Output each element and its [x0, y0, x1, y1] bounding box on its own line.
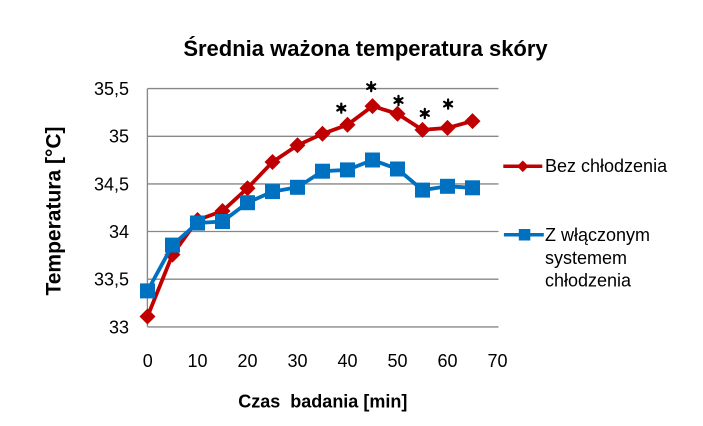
svg-text:Średnia ważona temperatura skó: Średnia ważona temperatura skóry — [183, 36, 548, 61]
svg-text:34: 34 — [109, 222, 129, 242]
svg-text:chłodzenia: chłodzenia — [545, 271, 632, 291]
svg-text:33,5: 33,5 — [94, 270, 129, 290]
svg-text:10: 10 — [187, 351, 207, 371]
svg-text:20: 20 — [237, 351, 257, 371]
svg-text:Czas badania [min]: Czas badania [min] — [238, 392, 407, 412]
svg-text:34,5: 34,5 — [94, 174, 129, 194]
svg-text:Z włączonym: Z włączonym — [545, 225, 650, 245]
svg-text:50: 50 — [387, 351, 407, 371]
svg-text:30: 30 — [287, 351, 307, 371]
svg-text:40: 40 — [337, 351, 357, 371]
svg-text:35,5: 35,5 — [94, 79, 129, 99]
svg-text:60: 60 — [437, 351, 457, 371]
svg-text:Temperatura [°C]: Temperatura [°C] — [42, 126, 65, 295]
svg-text:0: 0 — [143, 351, 153, 371]
svg-text:70: 70 — [487, 351, 507, 371]
svg-text:33: 33 — [109, 317, 129, 337]
svg-text:systemem: systemem — [545, 248, 627, 268]
svg-text:35: 35 — [109, 127, 129, 147]
svg-text:Bez chłodzenia: Bez chłodzenia — [545, 156, 668, 176]
